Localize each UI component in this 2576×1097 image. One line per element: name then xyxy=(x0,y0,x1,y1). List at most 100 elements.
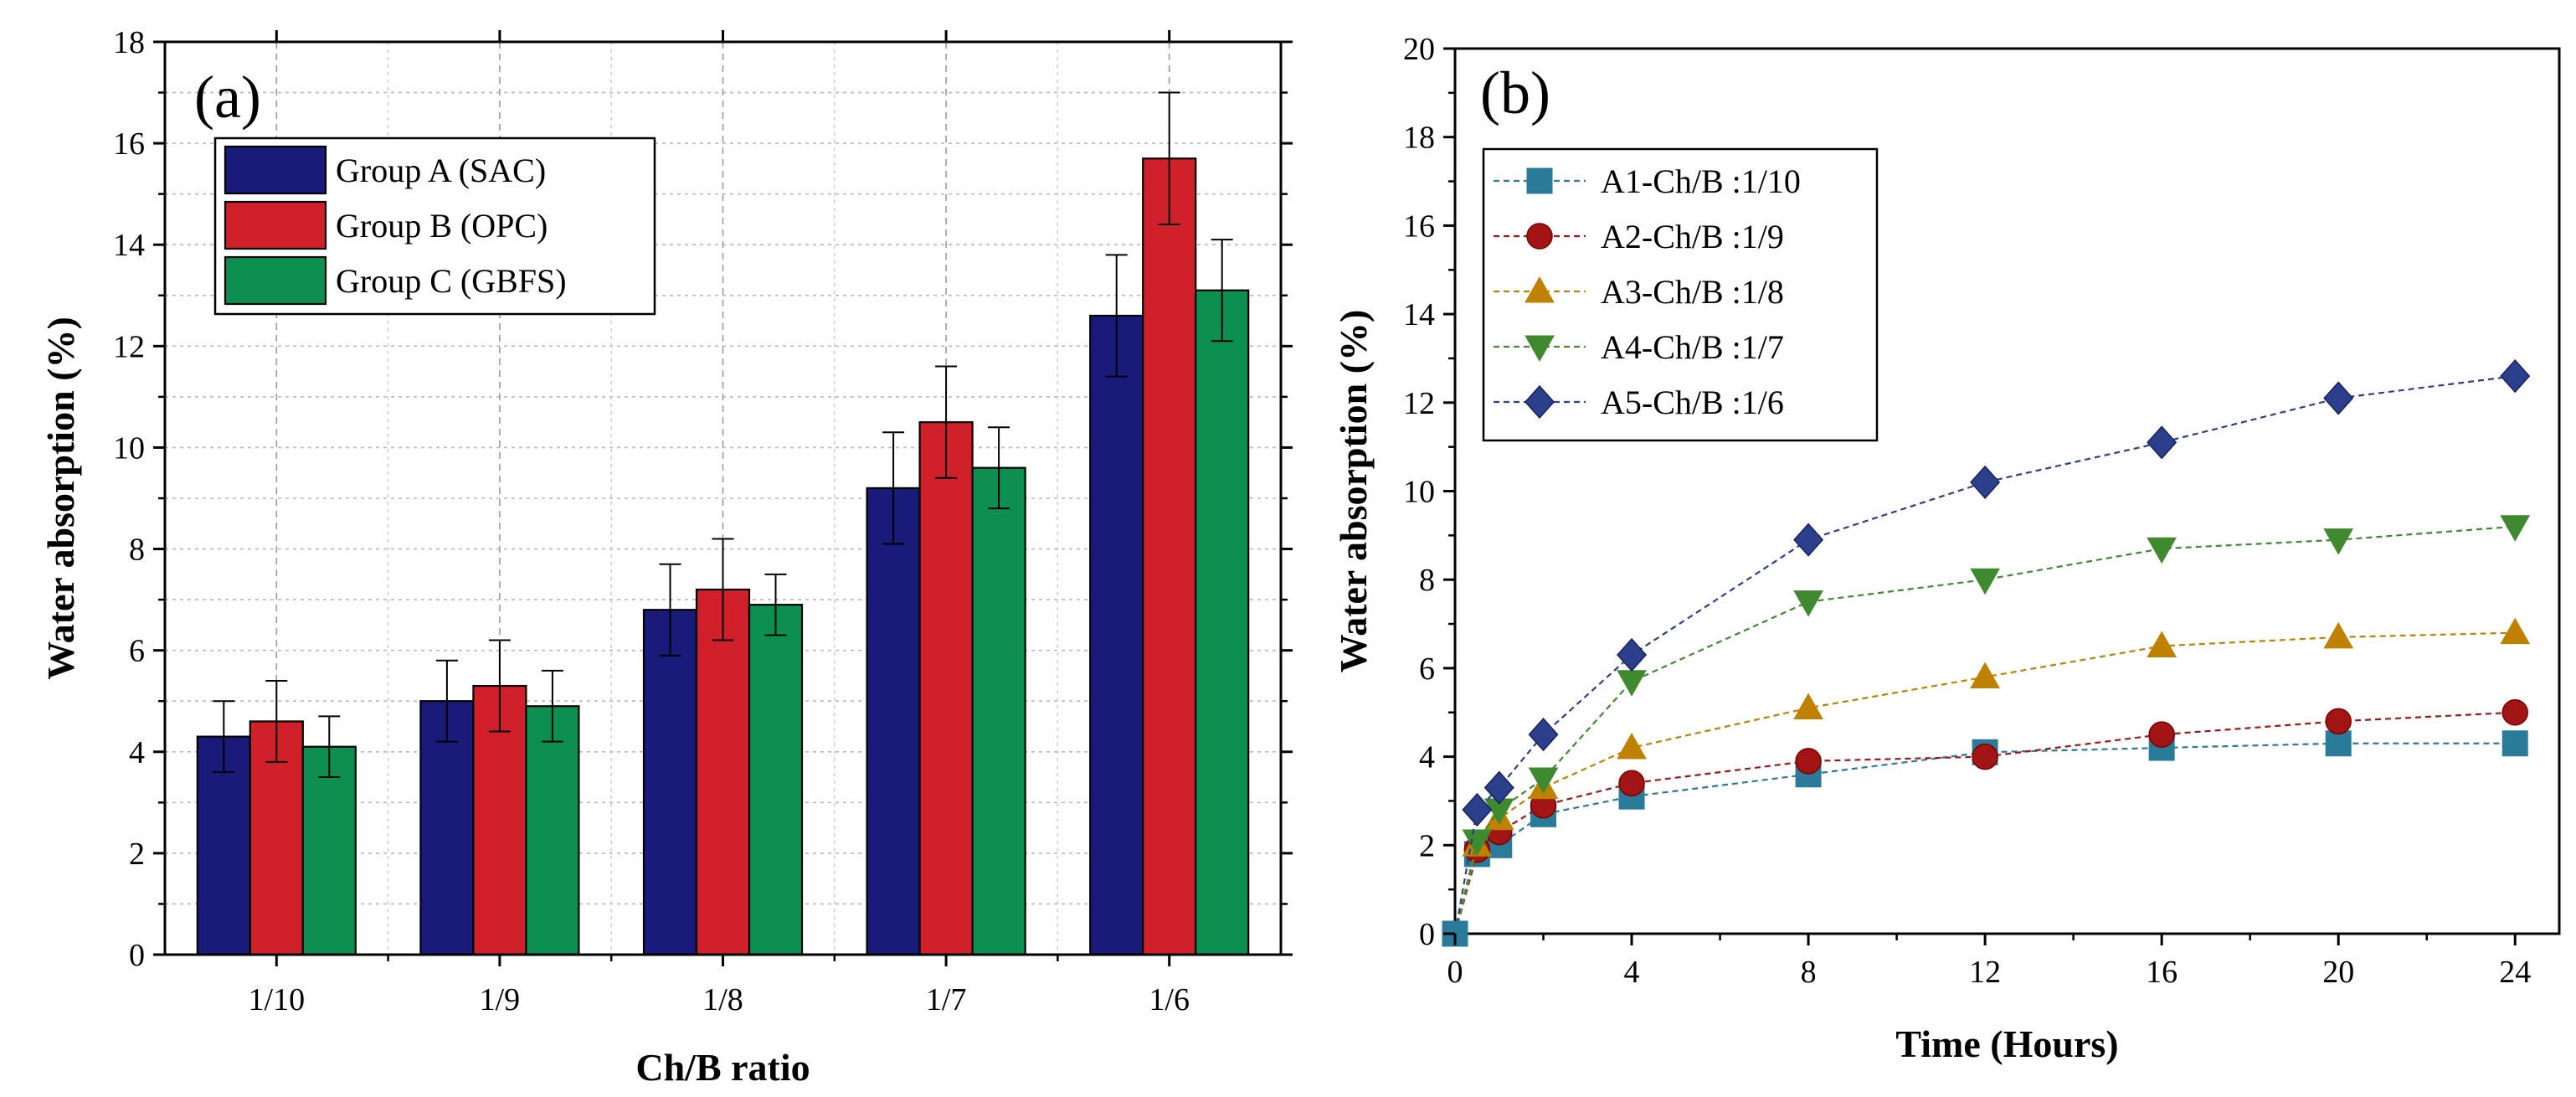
data-point xyxy=(2500,515,2531,542)
data-point xyxy=(1617,733,1647,760)
data-point xyxy=(1462,792,1493,827)
y-tick-label: 4 xyxy=(1419,740,1435,775)
series-a4-ch-b-1-7 xyxy=(1453,515,2531,935)
data-point xyxy=(1462,829,1493,857)
y-tick-label: 8 xyxy=(1419,563,1435,598)
bar-group-c-gbfs--1-7 xyxy=(971,466,1026,956)
bar-group-c-gbfs--1-10 xyxy=(301,745,357,956)
y-tick-label: 6 xyxy=(1419,652,1435,687)
series-line xyxy=(1453,374,2516,935)
y-tick-label: 2 xyxy=(129,837,145,872)
data-point xyxy=(1795,748,1822,775)
legend-marker xyxy=(1525,276,1555,303)
data-point xyxy=(2323,528,2354,555)
data-point xyxy=(2501,730,2528,757)
data-point xyxy=(2325,708,2352,735)
series-a5-ch-b-1-6 xyxy=(1453,358,2531,935)
y-tick-label: 6 xyxy=(129,634,145,669)
legend-swatch xyxy=(224,200,327,250)
y-axis-title: Water absorption (%) xyxy=(1332,310,1375,673)
y-tick-label: 10 xyxy=(113,430,145,466)
data-point xyxy=(1972,743,1998,770)
y-tick-label: 16 xyxy=(113,126,145,162)
series-line xyxy=(1453,525,2516,935)
bar-group-b-opc--1-6 xyxy=(1142,157,1197,956)
bar-group-b-opc--1-7 xyxy=(918,421,974,956)
legend-swatch xyxy=(224,255,327,306)
y-tick-label: 18 xyxy=(1403,121,1435,156)
x-tick-label: 12 xyxy=(1969,955,2001,990)
x-tick-label: 4 xyxy=(1624,955,1640,990)
y-tick-label: 14 xyxy=(113,228,145,263)
series-a3-ch-b-1-8 xyxy=(1453,617,2531,935)
panel-a-legend: Group A (SAC) Group B (OPC) Group C (GBFS) xyxy=(213,136,656,316)
panel-a: 0 2 4 6 8 10 12 14 16 18 1/10 1/9 1/8 1/7 1/6 Ch/B rati… xyxy=(39,25,1293,1089)
bar-group-b-opc--1-8 xyxy=(695,588,751,956)
legend-marker xyxy=(1526,167,1553,194)
panel-a-tag: (a) xyxy=(194,64,261,131)
data-point xyxy=(1970,662,2000,688)
x-tick-label: 1/7 xyxy=(926,982,967,1017)
data-point xyxy=(2147,537,2178,564)
legend-swatch xyxy=(224,145,327,195)
y-tick-label: 10 xyxy=(1403,475,1435,510)
data-point xyxy=(1793,523,1824,557)
y-tick-label: 12 xyxy=(1403,386,1435,421)
bar-group-c-gbfs--1-9 xyxy=(525,705,580,956)
x-axis-title: Ch/B ratio xyxy=(635,1046,810,1089)
data-point xyxy=(2147,425,2178,460)
series-line xyxy=(1453,631,2516,935)
data-point xyxy=(2325,730,2352,757)
x-tick-label: 1/9 xyxy=(480,982,521,1017)
x-tick-label: 8 xyxy=(1801,955,1817,990)
data-point xyxy=(1793,590,1823,617)
y-tick-label: 8 xyxy=(129,533,145,568)
legend-label: A1-Ch/B :1/10 xyxy=(1601,162,1801,200)
data-point xyxy=(1483,770,1514,805)
bar-group-c-gbfs--1-8 xyxy=(748,604,804,956)
data-point xyxy=(2500,617,2531,645)
data-point xyxy=(2148,721,2175,748)
x-tick-label: 1/8 xyxy=(702,982,743,1017)
legend-marker xyxy=(1526,223,1553,250)
data-point xyxy=(1528,767,1559,795)
data-point xyxy=(1793,693,1823,719)
y-tick-label: 0 xyxy=(129,938,145,973)
data-point xyxy=(1970,568,2000,595)
x-tick-label: 24 xyxy=(2499,955,2531,990)
legend-label: A5-Ch/B :1/6 xyxy=(1601,384,1784,421)
x-tick-label: 16 xyxy=(2146,955,2178,990)
panel-b-tag: (b) xyxy=(1480,59,1550,126)
legend-label: A4-Ch/B :1/7 xyxy=(1601,328,1784,366)
series-line xyxy=(1453,711,2516,935)
y-tick-label: 16 xyxy=(1403,209,1435,244)
data-point xyxy=(1617,637,1648,672)
panel-b-legend: A1-Ch/B :1/10 A2-Ch/B :1/9 A3-Ch/B :1/8 A4-… xyxy=(1482,147,1879,442)
y-tick-label: 18 xyxy=(113,25,145,60)
x-tick-label: 1/6 xyxy=(1149,982,1190,1017)
bar-group-a-sac--1-7 xyxy=(866,487,921,956)
legend-label: Group A (SAC) xyxy=(336,152,546,189)
legend-label: Group B (OPC) xyxy=(336,207,548,245)
bar-group-a-sac--1-9 xyxy=(419,700,475,956)
y-axis-title: Water absorption (%) xyxy=(39,317,82,680)
y-tick-label: 0 xyxy=(1419,917,1435,952)
legend-marker xyxy=(1524,384,1555,420)
data-point xyxy=(2147,631,2178,657)
bar-group-a-sac--1-6 xyxy=(1089,314,1144,956)
data-point xyxy=(2323,621,2354,649)
legend-label: Group C (GBFS) xyxy=(336,262,567,300)
y-tick-label: 2 xyxy=(1419,828,1435,863)
legend-label: A3-Ch/B :1/8 xyxy=(1601,273,1784,311)
legend-marker xyxy=(1525,335,1555,363)
y-tick-label: 4 xyxy=(129,735,145,770)
legend-label: A2-Ch/B :1/9 xyxy=(1601,218,1784,255)
y-tick-label: 14 xyxy=(1403,297,1435,332)
bar-group-a-sac--1-10 xyxy=(196,735,251,956)
x-tick-label: 0 xyxy=(1447,955,1463,990)
data-point xyxy=(1618,770,1645,797)
y-tick-label: 12 xyxy=(113,329,145,364)
